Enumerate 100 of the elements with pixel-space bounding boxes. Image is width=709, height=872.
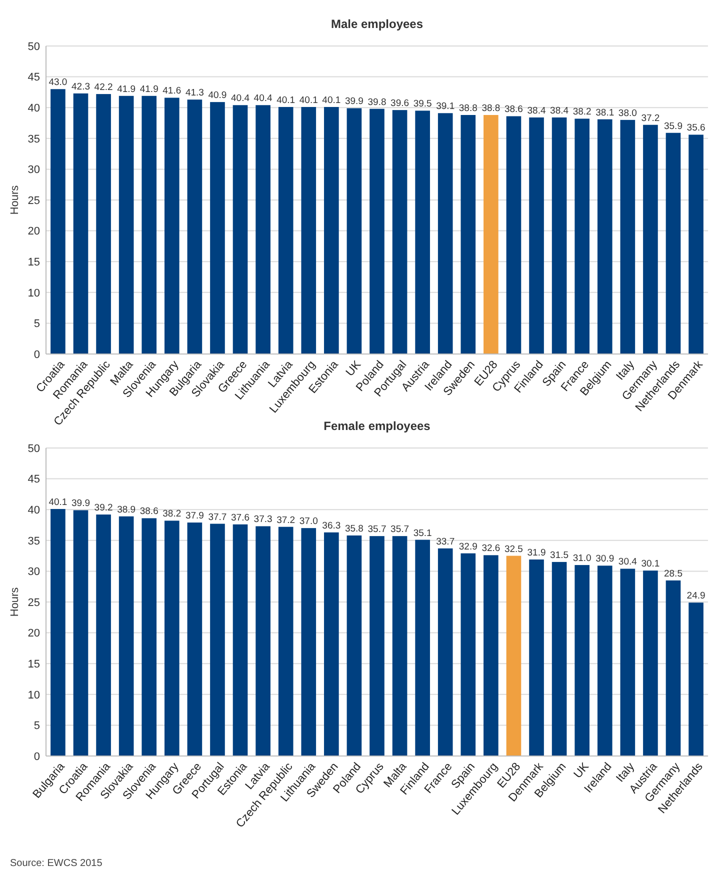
- bar: [324, 532, 339, 756]
- data-label: 39.9: [344, 96, 364, 108]
- data-label: 41.3: [185, 88, 204, 99]
- data-label: 38.0: [618, 108, 637, 119]
- bar: [392, 536, 408, 756]
- bar: [187, 522, 202, 756]
- bar: [666, 132, 681, 354]
- bar: [597, 119, 612, 354]
- bar: [118, 96, 134, 354]
- y-tick-label: 0: [34, 750, 40, 763]
- data-label: 24.9: [686, 590, 706, 602]
- bar: [96, 94, 111, 354]
- bar: [620, 568, 636, 756]
- data-label: 35.9: [664, 120, 682, 132]
- data-label: 40.4: [254, 93, 272, 104]
- y-tick-label: 30: [28, 566, 40, 578]
- y-tick-label: 20: [28, 226, 40, 238]
- data-label: 39.5: [413, 98, 432, 110]
- bar: [460, 114, 476, 354]
- data-label: 39.2: [94, 502, 113, 514]
- bar: [643, 570, 658, 756]
- data-label: 41.6: [162, 86, 182, 97]
- data-label: 41.9: [140, 84, 158, 95]
- data-label: 38.6: [504, 104, 523, 116]
- bar: [688, 134, 704, 354]
- bar: [620, 120, 636, 354]
- data-label: 38.9: [117, 504, 136, 516]
- source-note: Source: EWCS 2015: [10, 858, 103, 869]
- data-label: 39.1: [436, 101, 455, 112]
- bar: [438, 548, 453, 756]
- y-tick-label: 20: [28, 628, 40, 640]
- data-label: 37.2: [641, 112, 660, 124]
- data-label: 35.7: [368, 524, 386, 536]
- chart-title: Male employees: [330, 17, 424, 31]
- y-tick-label: 25: [28, 596, 40, 609]
- bar: [370, 108, 384, 354]
- y-tick-label: 5: [34, 318, 40, 330]
- bar: [301, 106, 316, 354]
- data-label: 37.3: [254, 514, 272, 526]
- data-label: 38.4: [550, 105, 569, 116]
- bar: [164, 98, 180, 354]
- bar: [370, 536, 384, 756]
- bar: [187, 100, 202, 354]
- data-label: 37.6: [231, 512, 250, 524]
- data-label: 38.8: [458, 102, 478, 114]
- y-tick-label: 30: [28, 164, 40, 176]
- data-label: 39.9: [72, 498, 90, 510]
- data-label: 40.1: [48, 496, 68, 508]
- bar: [438, 113, 453, 354]
- data-label: 37.2: [276, 514, 296, 526]
- y-tick-label: 40: [28, 102, 40, 114]
- bar: [666, 580, 681, 756]
- data-label: 35.1: [413, 528, 432, 539]
- data-label: 31.0: [572, 553, 592, 564]
- data-label: 35.8: [344, 523, 364, 534]
- bar: [142, 518, 157, 756]
- bar: [278, 526, 294, 756]
- y-tick-label: 15: [28, 256, 40, 268]
- data-label: 37.7: [208, 512, 227, 523]
- bar: [460, 553, 476, 756]
- data-label: 40.4: [231, 93, 250, 104]
- y-tick-label: 40: [28, 504, 40, 516]
- data-label: 30.9: [596, 554, 614, 565]
- data-label: 38.6: [140, 506, 158, 518]
- bar: [210, 524, 225, 756]
- bar: [50, 508, 66, 756]
- data-label: 30.1: [641, 558, 660, 570]
- data-label: 43.0: [48, 77, 68, 88]
- bar: [574, 565, 590, 756]
- y-axis-title: Hours: [9, 184, 21, 215]
- y-tick-label: 10: [28, 287, 40, 300]
- y-tick-label: 50: [28, 442, 40, 455]
- data-label: 38.1: [596, 107, 614, 118]
- bar: [529, 117, 544, 354]
- data-label: 38.2: [162, 508, 182, 520]
- data-label: 28.5: [664, 568, 682, 580]
- data-label: 38.8: [482, 102, 500, 114]
- bar: [346, 535, 362, 756]
- data-label: 37.0: [299, 516, 318, 528]
- bar: [484, 114, 498, 354]
- data-label: 42.3: [72, 81, 90, 92]
- y-axis-title: Hours: [9, 586, 21, 617]
- bar: [256, 526, 270, 756]
- data-label: 40.1: [276, 94, 296, 106]
- y-tick-label: 50: [28, 40, 40, 53]
- bar: [164, 520, 180, 756]
- y-tick-label: 5: [34, 720, 40, 732]
- bar: [552, 117, 567, 354]
- data-label: 40.1: [299, 94, 318, 106]
- bar: [278, 106, 294, 354]
- bar: [346, 108, 362, 354]
- data-label: 40.1: [322, 94, 341, 106]
- bar: [96, 514, 111, 756]
- data-label: 32.9: [458, 541, 478, 552]
- bar: [506, 556, 522, 756]
- data-label: 38.4: [527, 105, 546, 116]
- bar: [415, 540, 430, 756]
- bar: [324, 106, 339, 354]
- data-label: 40.9: [208, 90, 227, 102]
- data-label: 37.9: [185, 510, 204, 522]
